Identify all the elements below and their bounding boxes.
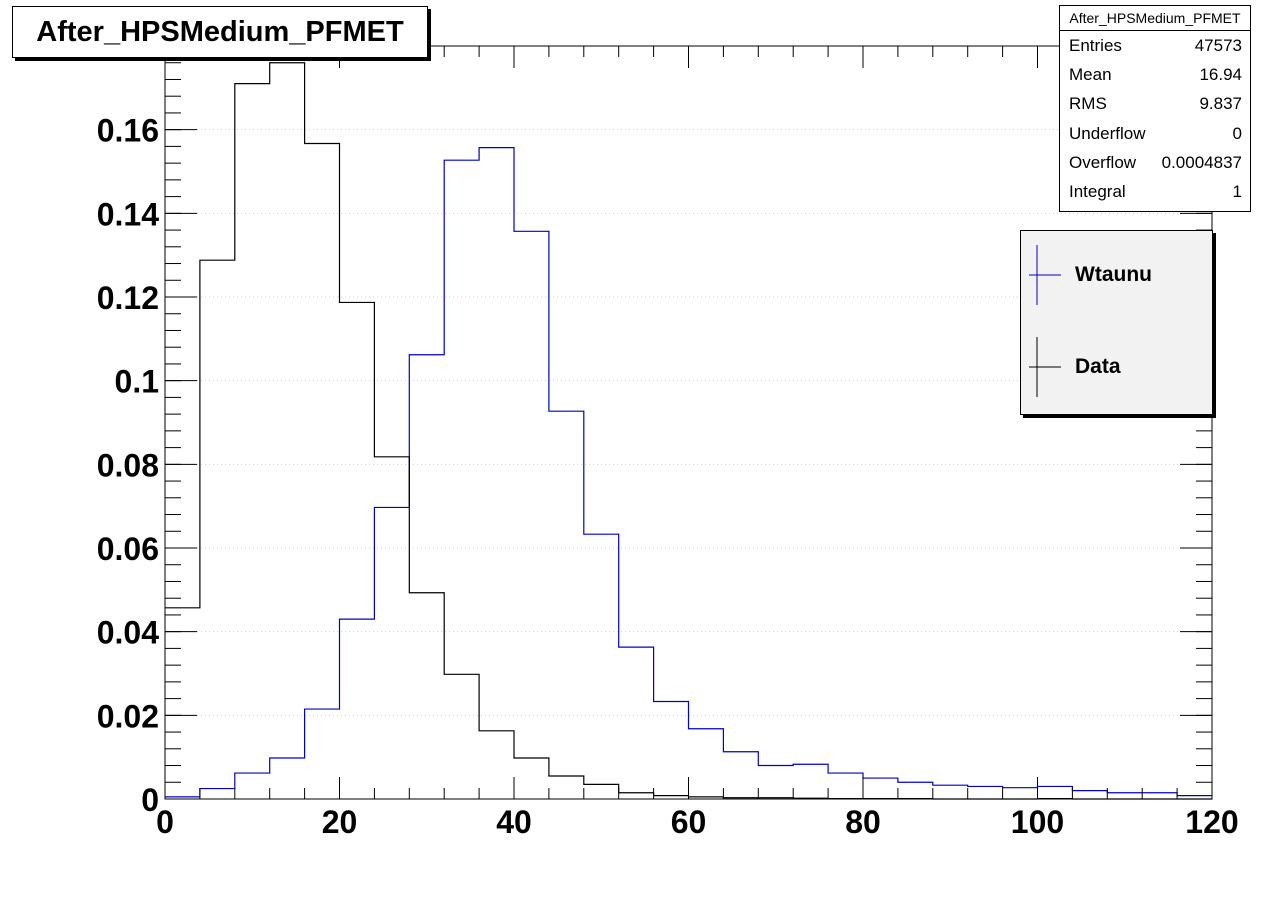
legend-line-marker (1029, 337, 1061, 397)
y-tick-label: 0.1 (115, 364, 159, 400)
stats-row-overflow: Overflow 0.0004837 (1060, 148, 1250, 177)
y-tick-label: 0 (141, 782, 159, 818)
stats-value: 9.837 (1199, 94, 1242, 114)
stats-label: Entries (1069, 35, 1122, 55)
stats-value: 1 (1232, 182, 1242, 202)
stats-label: RMS (1069, 94, 1107, 114)
legend-line-marker (1029, 245, 1061, 305)
legend-label: Wtaunu (1075, 263, 1152, 286)
histogram-series (165, 62, 1212, 800)
stats-box: After_HPSMedium_PFMET Entries 47573 Mean… (1059, 5, 1251, 212)
stats-row-integral: Integral 1 (1060, 177, 1250, 206)
series-wtaunu-histogram (165, 147, 1212, 798)
stats-row-rms: RMS 9.837 (1060, 90, 1250, 119)
legend-entry-wtaunu: Wtaunu (1021, 245, 1212, 305)
chart-title: After_HPSMedium_PFMET (12, 6, 428, 58)
legend-label: Data (1075, 355, 1121, 378)
y-tick-label: 0.04 (97, 615, 159, 651)
stats-label: Overflow (1069, 152, 1137, 172)
legend: Wtaunu Data (1020, 230, 1213, 415)
x-tick-label: 40 (496, 804, 532, 840)
series-data-histogram (165, 62, 1212, 800)
stats-value: 0 (1232, 123, 1242, 143)
legend-entry-data: Data (1021, 337, 1212, 397)
stats-row-underflow: Underflow 0 (1060, 119, 1250, 148)
x-tick-label: 120 (1185, 804, 1238, 840)
y-tick-label: 0.14 (97, 196, 159, 232)
y-tick-label: 0.12 (97, 280, 159, 316)
y-tick-label: 0.02 (97, 698, 159, 734)
plot-frame (164, 45, 1213, 800)
x-tick-label: 20 (322, 804, 358, 840)
stats-row-mean: Mean 16.94 (1060, 60, 1250, 89)
x-tick-label: 60 (671, 804, 707, 840)
stats-box-title: After_HPSMedium_PFMET (1060, 6, 1250, 31)
axes: 00.020.040.060.080.10.120.140.160.180204… (97, 29, 1239, 840)
x-tick-label: 0 (156, 804, 174, 840)
y-tick-label: 0.08 (97, 447, 159, 483)
stats-value: 47573 (1194, 35, 1242, 55)
stats-row-entries: Entries 47573 (1060, 31, 1250, 60)
x-tick-label: 80 (845, 804, 881, 840)
stats-label: Mean (1069, 64, 1112, 84)
y-tick-label: 0.06 (97, 531, 159, 567)
stats-label: Integral (1069, 182, 1126, 202)
stats-label: Underflow (1069, 123, 1146, 143)
stats-value: 16.94 (1199, 64, 1242, 84)
x-tick-label: 100 (1011, 804, 1064, 840)
y-tick-label: 0.16 (97, 113, 159, 149)
stats-value: 0.0004837 (1161, 152, 1242, 172)
